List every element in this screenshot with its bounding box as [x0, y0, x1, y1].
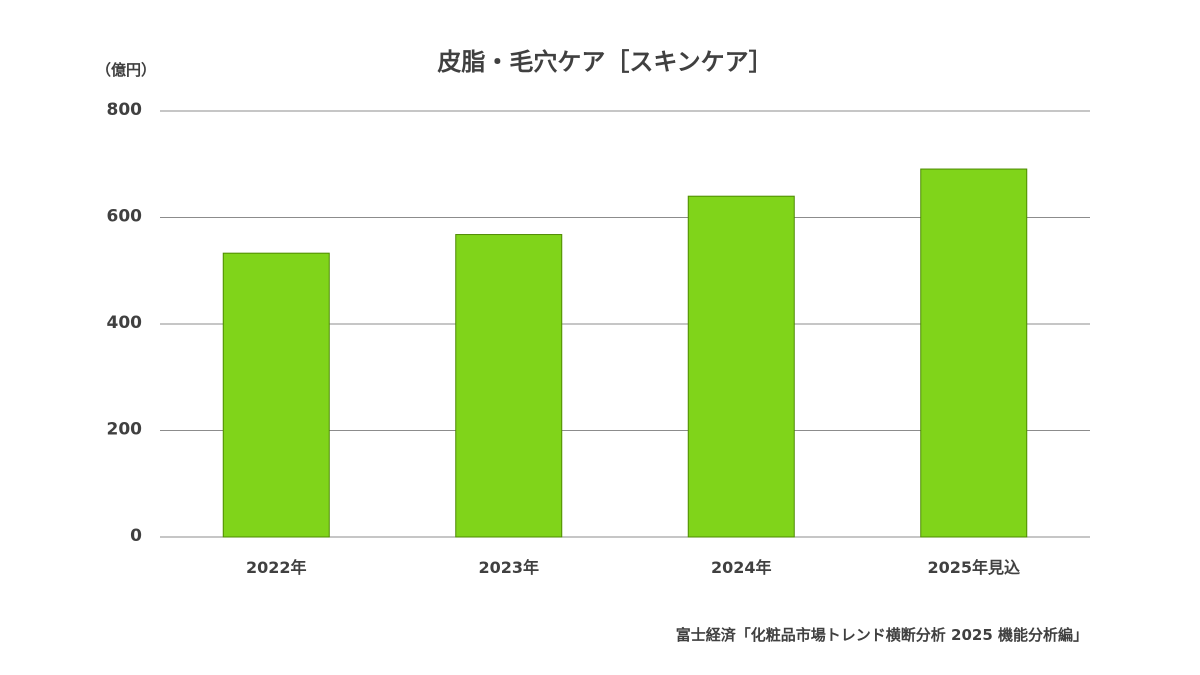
y-tick-label: 0: [130, 526, 142, 546]
x-tick-label: 2025年見込: [927, 558, 1020, 577]
y-tick-label: 600: [107, 207, 143, 227]
x-tick-labels: 2022年 2023年 2024年 2025年見込: [246, 558, 1020, 577]
bars: [222, 168, 1028, 538]
source-note: 富士経済「化粧品市場トレンド横断分析 2025 機能分析編」: [676, 626, 1088, 644]
bar-1: [455, 234, 563, 538]
y-tick-labels: 0 200 400 600 800: [107, 100, 143, 546]
y-tick-label: 400: [107, 313, 143, 333]
x-tick-label: 2024年: [711, 558, 772, 577]
chart-title: 皮脂・毛穴ケア［スキンケア］: [437, 48, 772, 76]
y-axis-unit-label: （億円）: [96, 61, 156, 79]
y-tick-label: 800: [107, 100, 143, 120]
bar-2: [687, 195, 795, 538]
y-tick-label: 200: [107, 420, 143, 440]
x-tick-label: 2022年: [246, 558, 307, 577]
x-tick-label: 2023年: [478, 558, 539, 577]
bar-3: [920, 168, 1028, 538]
bar-0: [222, 252, 330, 538]
